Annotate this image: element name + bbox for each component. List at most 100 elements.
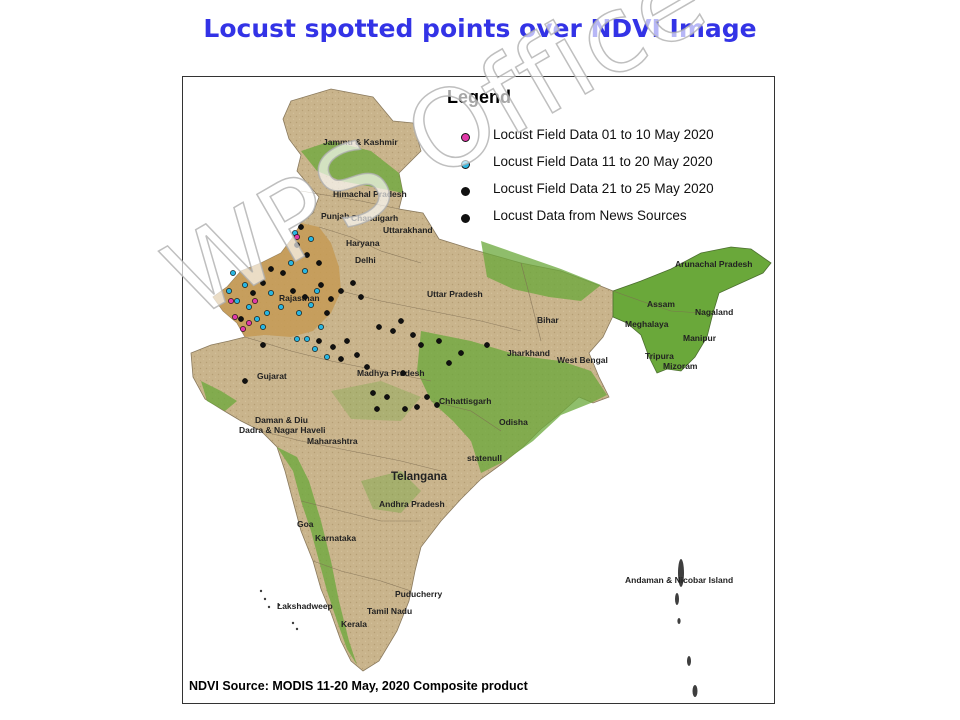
locust-point	[234, 298, 240, 304]
locust-points-magenta	[228, 234, 300, 332]
locust-point	[304, 252, 310, 258]
cyan-dot-icon	[461, 160, 470, 169]
label-manipur: Manipur	[683, 333, 717, 343]
label-odisha: Odisha	[499, 417, 528, 427]
locust-point	[232, 314, 238, 320]
locust-point	[384, 394, 390, 400]
legend-title: Legend	[447, 87, 512, 107]
locust-point	[260, 324, 266, 330]
legend-item-label: Locust Field Data 21 to 25 May 2020	[493, 181, 714, 196]
locust-point	[364, 364, 370, 370]
label-assam: Assam	[647, 299, 675, 309]
locust-point	[324, 310, 330, 316]
locust-point	[314, 288, 320, 294]
locust-point	[268, 290, 274, 296]
locust-point	[398, 318, 404, 324]
locust-point	[374, 406, 380, 412]
locust-point	[402, 406, 408, 412]
locust-point	[278, 304, 284, 310]
label-karnataka: Karnataka	[315, 533, 356, 543]
locust-point	[246, 304, 252, 310]
locust-point	[418, 342, 424, 348]
locust-point	[358, 294, 364, 300]
locust-point	[318, 282, 324, 288]
locust-point	[246, 320, 252, 326]
legend-item-label: Locust Field Data 01 to 10 May 2020	[493, 127, 714, 142]
slide-title: Locust spotted points over NDVI Image	[203, 14, 757, 43]
locust-point	[316, 260, 322, 266]
label-uttar-pradesh: Uttar Pradesh	[427, 289, 483, 299]
black-dot-icon	[461, 187, 470, 196]
label-andhra-pradesh: Andhra Pradesh	[379, 499, 445, 509]
locust-point	[350, 280, 356, 286]
locust-point	[294, 234, 300, 240]
locust-point	[424, 394, 430, 400]
locust-point	[318, 324, 324, 330]
legend-item-label: Locust Field Data 11 to 20 May 2020	[493, 154, 713, 169]
state-boundaries	[244, 190, 702, 592]
ndvi-source-note: NDVI Source: MODIS 11-20 May, 2020 Compo…	[189, 679, 528, 693]
label-goa: Goa	[297, 519, 314, 529]
locust-points-black	[238, 224, 490, 412]
label-tamil-nadu: Tamil Nadu	[367, 606, 412, 616]
locust-point	[414, 404, 420, 410]
locust-point	[308, 236, 314, 242]
locust-point	[280, 270, 286, 276]
label-dadra-nagar-haveli: Dadra & Nagar Haveli	[239, 425, 325, 435]
label-maharashtra: Maharashtra	[307, 436, 358, 446]
locust-point	[302, 294, 308, 300]
locust-point	[240, 326, 246, 332]
locust-point	[242, 282, 248, 288]
label-meghalaya: Meghalaya	[625, 319, 669, 329]
locust-point	[338, 288, 344, 294]
locust-point	[316, 338, 322, 344]
label-madhya-pradesh: Madhya Pradesh	[357, 368, 425, 378]
locust-point	[294, 336, 300, 342]
label-arunachal-pradesh: Arunachal Pradesh	[675, 259, 752, 269]
label-gujarat: Gujarat	[257, 371, 287, 381]
locust-point	[312, 346, 318, 352]
label-nagaland: Nagaland	[695, 307, 733, 317]
locust-point	[370, 390, 376, 396]
label-jammu-kashmir: Jammu & Kashmir	[323, 137, 398, 147]
rajasthan-desert	[213, 223, 341, 337]
locust-point	[304, 336, 310, 342]
locust-point	[400, 370, 406, 376]
locust-point	[376, 324, 382, 330]
label-jharkhand: Jharkhand	[507, 348, 550, 358]
locust-point	[230, 270, 236, 276]
locust-point	[390, 328, 396, 334]
locust-point	[458, 350, 464, 356]
lakshadweep-islands	[259, 589, 299, 631]
india-ndvi-map: Jammu & Kashmir Himachal Pradesh Punjab …	[190, 88, 772, 697]
locust-point	[328, 296, 334, 302]
locust-point	[288, 260, 294, 266]
locust-point	[264, 310, 270, 316]
magenta-dot-icon	[461, 133, 470, 142]
locust-point	[324, 354, 330, 360]
locust-points-cyan	[226, 230, 330, 360]
locust-point	[446, 360, 452, 366]
locust-point	[338, 356, 344, 362]
label-himachal-pradesh: Himachal Pradesh	[333, 189, 407, 199]
vegetation-areas	[201, 141, 607, 665]
label-puducherry: Puducherry	[395, 589, 443, 599]
locust-point	[484, 342, 490, 348]
locust-point	[294, 242, 300, 248]
label-telangana: Telangana	[391, 471, 448, 483]
black-dot-icon	[461, 214, 470, 223]
label-chandigarh: Chandigarh	[351, 213, 398, 223]
label-statenull: statenull	[467, 453, 502, 463]
locust-point	[296, 310, 302, 316]
label-lakshadweep: Lakshadweep	[277, 601, 333, 611]
locust-point	[330, 344, 336, 350]
locust-point	[434, 402, 440, 408]
locust-point	[260, 280, 266, 286]
locust-point	[302, 268, 308, 274]
label-chhattisgarh: Chhattisgarh	[439, 396, 491, 406]
label-haryana: Haryana	[346, 238, 380, 248]
locust-point	[298, 224, 304, 230]
label-delhi: Delhi	[355, 255, 376, 265]
locust-point	[226, 288, 232, 294]
legend-item-label: Locust Data from News Sources	[493, 208, 687, 223]
